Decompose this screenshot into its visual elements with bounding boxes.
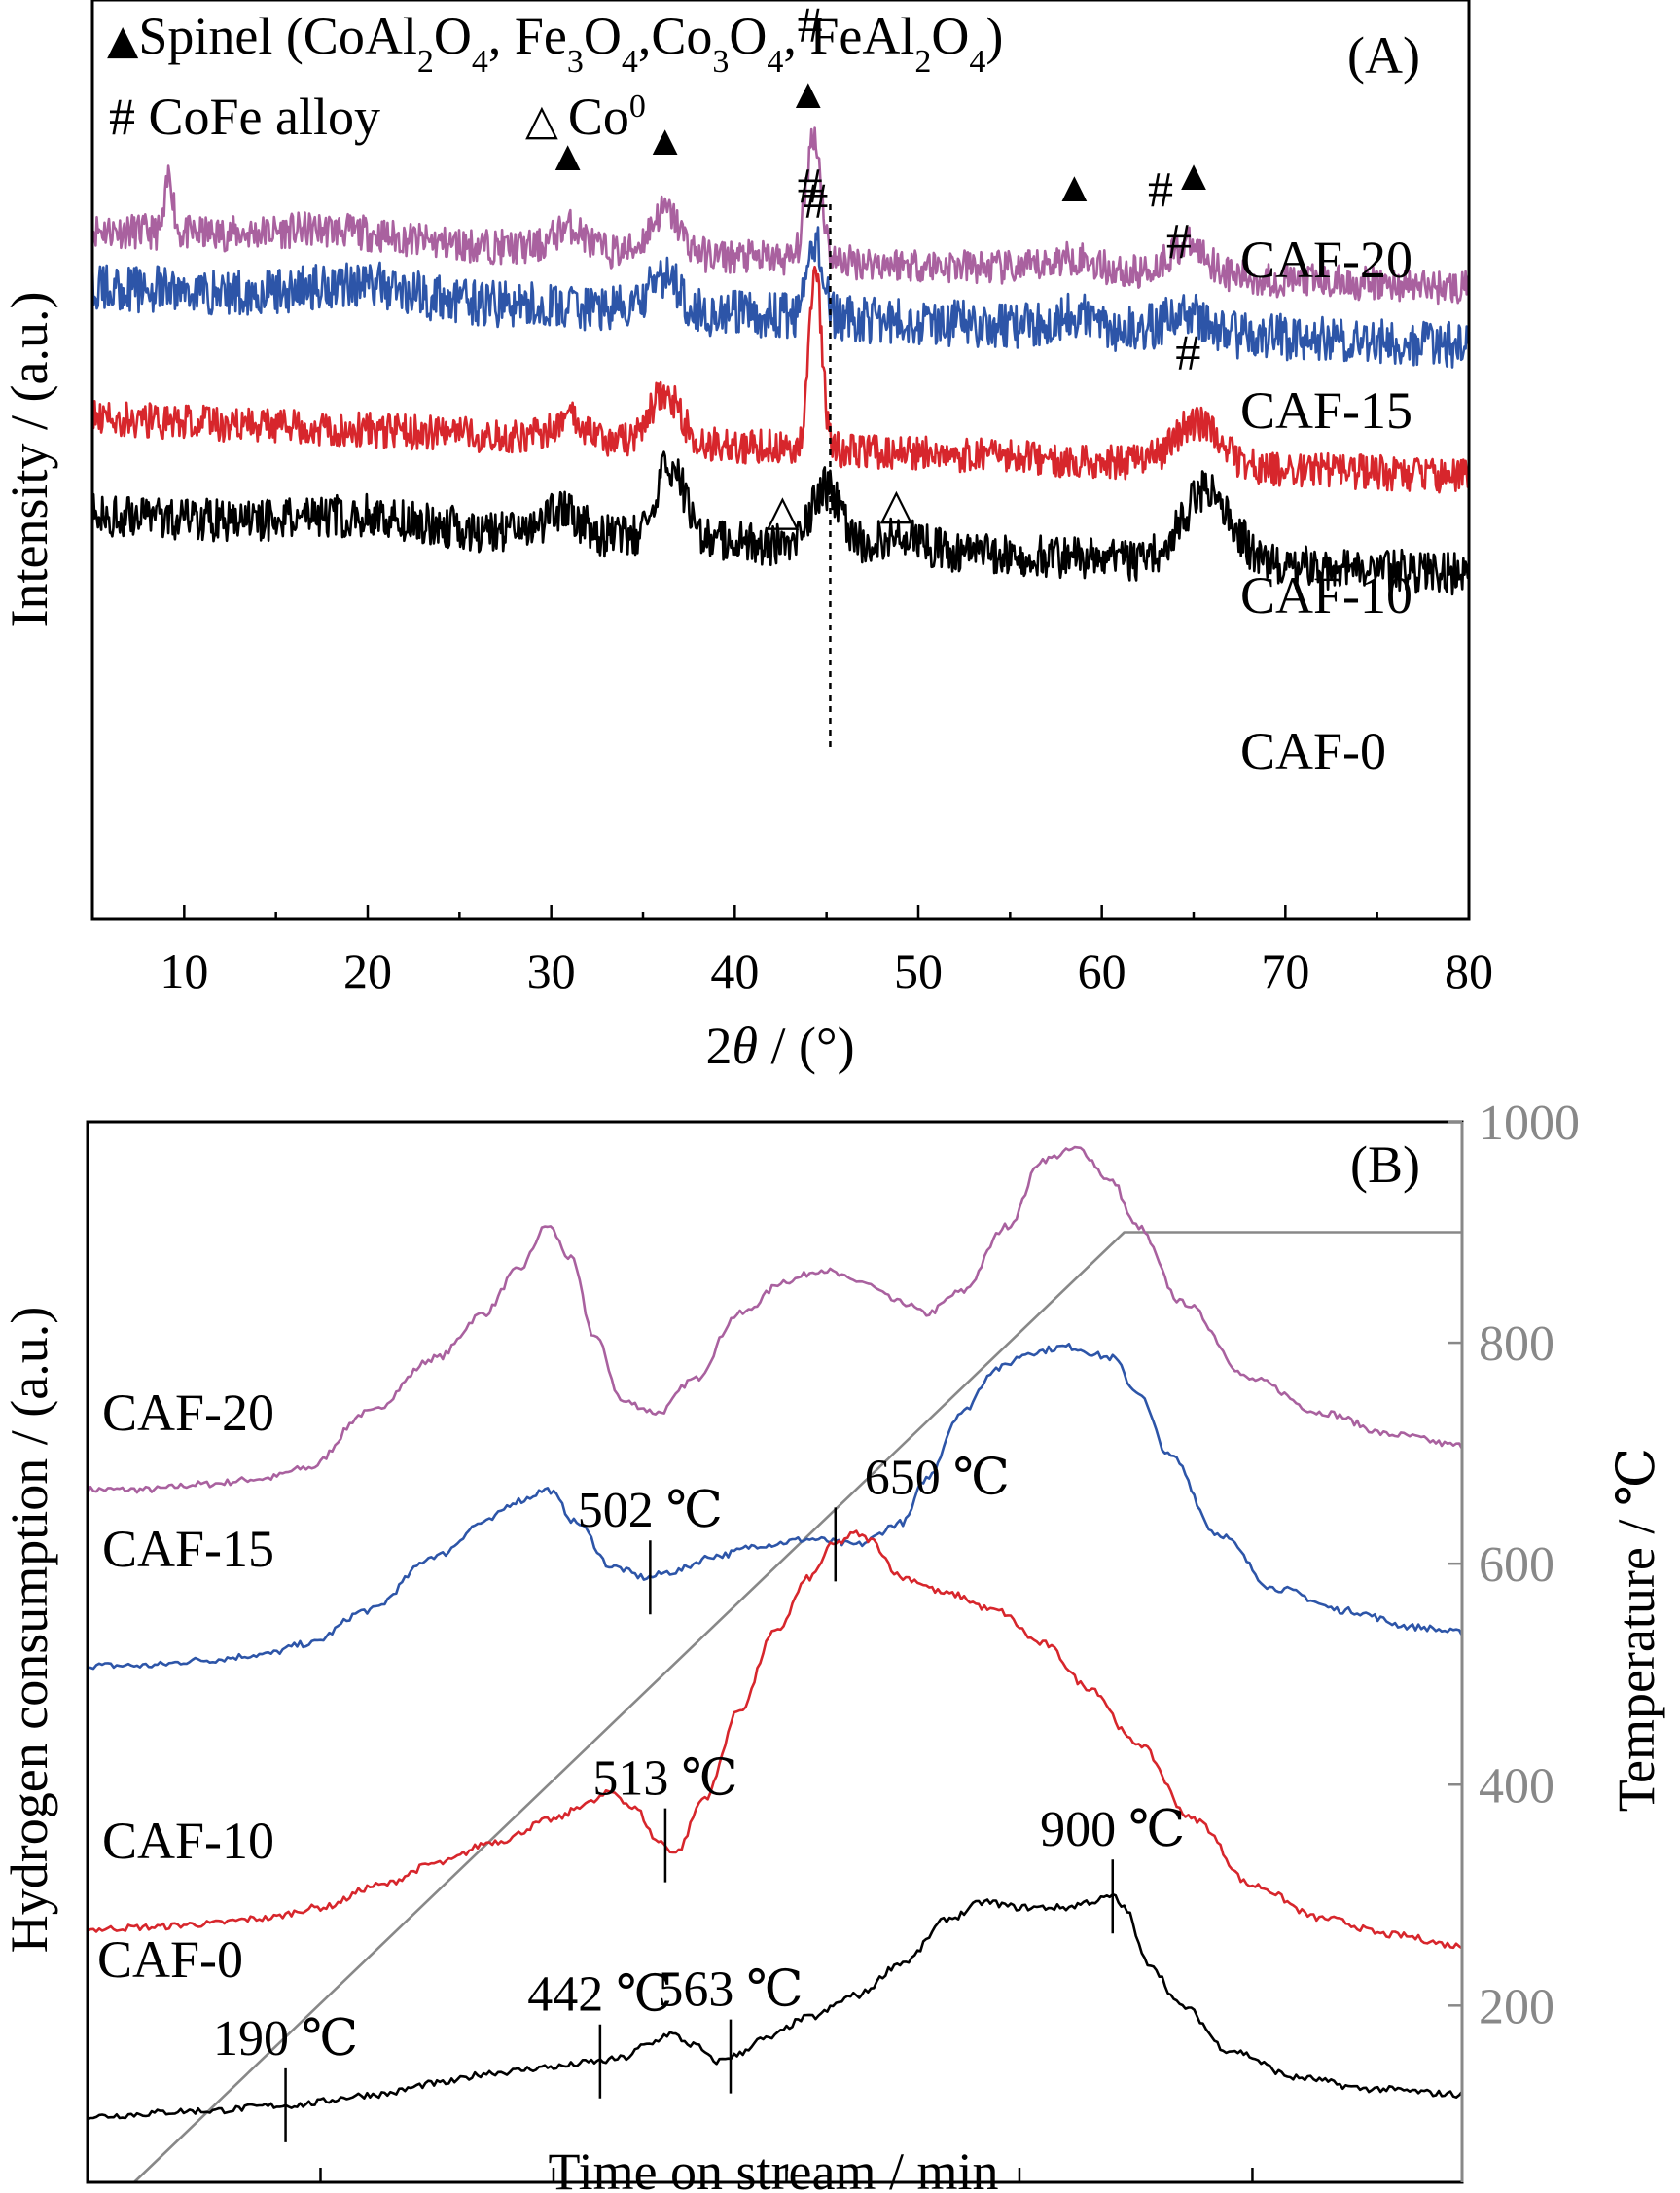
panel-a-x-tick-label: 70 <box>1261 944 1309 998</box>
temperature-marker-label: 442 ℃ <box>527 1967 672 2023</box>
panel-b-y2-tick-label: 600 <box>1479 1537 1555 1593</box>
alloy-mark-caf-15: # <box>798 159 823 214</box>
xrd-curve-caf-20 <box>90 126 1471 306</box>
temperature-marker-label: 650 ℃ <box>865 1450 1010 1505</box>
tpr-curve-caf-10 <box>87 1529 1463 1950</box>
temperature-marker-label: 502 ℃ <box>578 1483 723 1538</box>
temperature-marker-label: 900 ℃ <box>1040 1802 1185 1857</box>
xrd-curve-caf-15 <box>90 226 1471 369</box>
spinel-triangle-icon: ▲ <box>107 16 139 63</box>
panel-a-x-tick-label: 60 <box>1078 944 1126 998</box>
panel-a-x-axis-title: 2θ / (°) <box>705 1017 854 1075</box>
panel-b-y2-tick-label: 1000 <box>1479 1096 1580 1151</box>
panel-b-y2-tick-label: 800 <box>1479 1316 1555 1372</box>
xrd-curve-caf-0 <box>90 450 1471 596</box>
panel-a-label: (A) <box>1347 26 1420 85</box>
panel-a-x-tick-label: 10 <box>160 944 208 998</box>
tpr-curve-caf-20 <box>86 1145 1464 1494</box>
spinel-mark-caf-20: ▲ <box>787 70 830 118</box>
panel-a-x-tick-label: 30 <box>527 944 576 998</box>
series-label-caf-20: CAF-20 <box>1240 231 1412 289</box>
panel-b-y2-tick-label: 400 <box>1479 1758 1555 1814</box>
panel-b-label: (B) <box>1350 1135 1420 1194</box>
alloy-mark-caf-15: # <box>1166 214 1192 270</box>
panel-a-x-tick-label: 20 <box>343 944 392 998</box>
series-label-caf-20: CAF-20 <box>102 1384 274 1442</box>
panel-a-axes-frame <box>90 0 1471 921</box>
co0-mark-caf-0: △ <box>766 486 799 534</box>
series-label-caf-15: CAF-15 <box>102 1520 274 1578</box>
legend-cofe-alloy: # CoFe alloy <box>109 88 380 146</box>
panel-b-y-axis-title: Hydrogen consumption / (a.u.) <box>0 1307 58 1953</box>
temperature-marker-label: 513 ℃ <box>592 1751 737 1807</box>
series-label-caf-0: CAF-0 <box>97 1930 243 1989</box>
co0-mark-caf-0: △ <box>879 481 912 528</box>
alloy-mark-caf-20: # <box>1148 162 1173 218</box>
spinel-mark-caf-20: ▲ <box>1054 163 1096 211</box>
panel-b-y2-axis-title: Temperature / ℃ <box>1607 1448 1665 1812</box>
series-label-caf-10: CAF-10 <box>1240 566 1412 625</box>
temperature-marker-label: 190 ℃ <box>213 2011 358 2067</box>
spinel-mark-caf-20: ▲ <box>1172 152 1215 199</box>
tpr-curve-caf-15 <box>87 1343 1464 1671</box>
series-label-caf-0: CAF-0 <box>1240 722 1386 780</box>
series-label-caf-10: CAF-10 <box>102 1812 274 1870</box>
panel-a-x-tick-label: 50 <box>894 944 943 998</box>
tpr-curve-caf-0 <box>87 1892 1463 2121</box>
panel-a-x-tick-label: 80 <box>1445 944 1493 998</box>
xrd-curve-caf-10 <box>90 265 1471 494</box>
panel-a-x-tick-label: 40 <box>710 944 759 998</box>
panel-a-y-axis-title: Intensity / (a.u.) <box>0 292 58 628</box>
co0-triangle-icon: △ <box>525 95 558 145</box>
alloy-mark-caf-20: # <box>798 0 823 54</box>
panel-a-legend: ▲Spinel (CoAl2O4, Fe3O4,Co3O4, FeAl2O4) … <box>107 7 1003 146</box>
panel-b-x-axis-title: Time on stream / min <box>548 2142 998 2193</box>
legend-spinel: ▲Spinel (CoAl2O4, Fe3O4,Co3O4, FeAl2O4) <box>107 7 1003 80</box>
alloy-mark-caf-10: # <box>1175 325 1200 380</box>
spinel-mark-caf-20: ▲ <box>644 117 687 164</box>
panel-b-y2-tick-label: 200 <box>1479 1979 1555 2034</box>
temperature-marker-label: 563 ℃ <box>658 1962 803 2018</box>
alloy-mark-caf-10: # <box>803 174 828 230</box>
series-label-caf-15: CAF-15 <box>1240 381 1412 440</box>
spinel-mark-caf-20: ▲ <box>547 132 590 180</box>
legend-co0: △ Co0 <box>525 88 646 146</box>
